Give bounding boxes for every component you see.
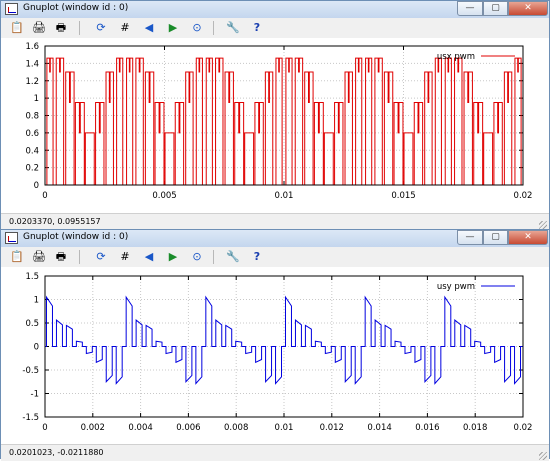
y-tick-label: 0.8: [25, 112, 39, 122]
status-bar: 0.0203370, 0.0955157: [1, 213, 549, 230]
options-icon[interactable]: 🔧: [226, 250, 240, 263]
x-tick-label: 0.018: [463, 423, 487, 433]
x-tick-label: 0.006: [176, 423, 200, 433]
x-tick-label: 0.015: [391, 191, 415, 201]
close-button[interactable]: ✕: [508, 1, 548, 16]
help-icon[interactable]: ?: [253, 250, 261, 263]
y-tick-label: -1.5: [22, 413, 39, 423]
y-tick-label: 1.6: [25, 42, 39, 52]
x-tick-label: 0.014: [367, 423, 391, 433]
y-tick-label: 0.6: [25, 129, 39, 139]
x-tick-label: 0.005: [152, 191, 176, 201]
y-tick-label: 1.5: [25, 272, 39, 282]
window-title: Gnuplot (window id : 0): [23, 232, 129, 242]
x-tick-label: 0.016: [415, 423, 439, 433]
close-button[interactable]: ✕: [508, 230, 548, 245]
y-tick-label: 0.4: [25, 146, 39, 156]
minimize-button[interactable]: —: [457, 230, 483, 245]
toolbar-separator: [213, 21, 214, 35]
zoom-next-icon[interactable]: ▶: [168, 21, 178, 34]
gnuplot-app-icon[interactable]: [5, 3, 18, 15]
grid-icon[interactable]: #: [120, 21, 130, 34]
title-bar[interactable]: Gnuplot (window id : 0) — ▢ ✕: [1, 230, 549, 247]
plot-frame: [44, 45, 524, 186]
y-tick-label: 0: [34, 343, 39, 353]
options-icon[interactable]: 🔧: [226, 21, 240, 34]
y-tick-label: 1: [34, 94, 39, 104]
x-tick-label: 0.01: [275, 423, 294, 433]
y-tick-label: 1.2: [25, 77, 39, 87]
x-tick-label: 0.02: [514, 191, 533, 201]
y-tick-label: -1: [31, 390, 39, 400]
y-tick-label: 0.5: [25, 319, 39, 329]
print-icon[interactable]: 🖶: [55, 250, 67, 263]
toolbar: 📋 🖨 🖶 ⟳ # ◀ ▶ ⊙ 🔧 ?: [1, 247, 549, 267]
grid-icon[interactable]: #: [120, 250, 130, 263]
gnuplot-app-icon[interactable]: [5, 232, 18, 244]
replot-icon[interactable]: ⟳: [96, 21, 106, 34]
clipboard-icon[interactable]: 📋: [10, 21, 24, 34]
toolbar-separator: [213, 250, 214, 264]
title-bar[interactable]: Gnuplot (window id : 0) — ▢ ✕: [1, 1, 549, 18]
zoom-previous-icon[interactable]: ◀: [144, 250, 154, 263]
print-icon[interactable]: 🖶: [55, 21, 67, 34]
series-line: [45, 295, 523, 385]
help-icon[interactable]: ?: [253, 21, 261, 34]
x-tick-label: 0.004: [128, 423, 152, 433]
toolbar: 📋 🖨 🖶 ⟳ # ◀ ▶ ⊙ 🔧 ?: [1, 18, 549, 38]
autoscale-icon[interactable]: ⊙: [192, 250, 202, 263]
replot-icon[interactable]: ⟳: [96, 250, 106, 263]
x-tick-label: 0.02: [514, 423, 533, 433]
cursor-coordinates: 0.0201023, -0.0211880: [9, 448, 104, 457]
toolbar-separator: [79, 21, 80, 35]
x-tick-label: 0.012: [320, 423, 344, 433]
legend-label: usx pwm: [437, 52, 475, 62]
clipboard-icon[interactable]: 📋: [10, 250, 24, 263]
legend-label: usy pwm: [437, 282, 475, 292]
x-tick-label: 0.002: [81, 423, 105, 433]
gnuplot-window-2: Gnuplot (window id : 0) — ▢ ✕ 📋 🖨 🖶 ⟳ # …: [0, 229, 550, 461]
resize-grip[interactable]: [539, 452, 547, 460]
x-tick-label: 0: [42, 423, 47, 433]
cursor-coordinates: 0.0203370, 0.0955157: [9, 217, 101, 226]
x-tick-label: 0.01: [275, 191, 294, 201]
y-tick-label: -0.5: [22, 366, 39, 376]
status-bar: 0.0201023, -0.0211880: [1, 444, 549, 461]
toolbar-separator: [79, 250, 80, 264]
resize-grip[interactable]: [539, 221, 547, 229]
print-preview-icon[interactable]: 🖨: [32, 250, 46, 263]
maximize-button[interactable]: ▢: [483, 1, 508, 16]
x-tick-label: 0: [42, 191, 47, 201]
usx-pwm-chart: 0 0.2 0.4 0.6 0.8 1 1.2 1.4 1.6 0 0.005 0.01 0.015 0.…: [25, 42, 533, 201]
usy-pwm-chart: -1.5 -1 -0.5 0 0.5 1 1.5 0 0.002 0.004 0.006 0.008 0…: [22, 272, 533, 433]
plot-frame: [44, 275, 524, 418]
plot-area[interactable]: 0 0.2 0.4 0.6 0.8 1 1.2 1.4 1.6 0 0.005 0.01 0.015 0.…: [1, 38, 549, 213]
zoom-next-icon[interactable]: ▶: [168, 250, 178, 263]
gnuplot-window-1: Gnuplot (window id : 0) — ▢ ✕ 📋 🖨 🖶 ⟳ # …: [0, 0, 550, 230]
autoscale-icon[interactable]: ⊙: [192, 21, 202, 34]
y-tick-label: 0: [34, 181, 39, 191]
y-tick-label: 0.2: [25, 164, 39, 174]
minimize-button[interactable]: —: [457, 1, 483, 16]
y-tick-label: 1.4: [25, 59, 39, 69]
maximize-button[interactable]: ▢: [483, 230, 508, 245]
plot-area[interactable]: -1.5 -1 -0.5 0 0.5 1 1.5 0 0.002 0.004 0.006 0.008 0…: [1, 267, 549, 444]
zoom-previous-icon[interactable]: ◀: [144, 21, 154, 34]
y-tick-label: 1: [34, 296, 39, 306]
window-title: Gnuplot (window id : 0): [23, 3, 129, 13]
print-preview-icon[interactable]: 🖨: [32, 21, 46, 34]
x-tick-label: 0.008: [224, 423, 248, 433]
